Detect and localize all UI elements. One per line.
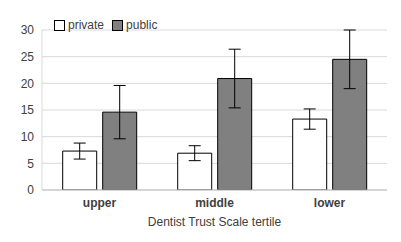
- html-text:private: private: [68, 18, 104, 32]
- html-text:public: public: [126, 18, 158, 32]
- svg-text:Dentist Trust Scale tertile: Dentist Trust Scale tertile: [148, 215, 282, 229]
- svg-text:upper: upper: [83, 196, 117, 210]
- svg-text:10: 10: [21, 130, 35, 144]
- svg-text:30: 30: [21, 23, 35, 37]
- svg-text:5: 5: [27, 157, 34, 171]
- svg-text:20: 20: [21, 77, 35, 91]
- svg-text:middle: middle: [195, 196, 234, 210]
- svg-text:0: 0: [27, 183, 34, 197]
- svg-text:25: 25: [21, 50, 35, 64]
- svg-text:15: 15: [21, 103, 35, 117]
- svg-text:lower: lower: [314, 196, 346, 210]
